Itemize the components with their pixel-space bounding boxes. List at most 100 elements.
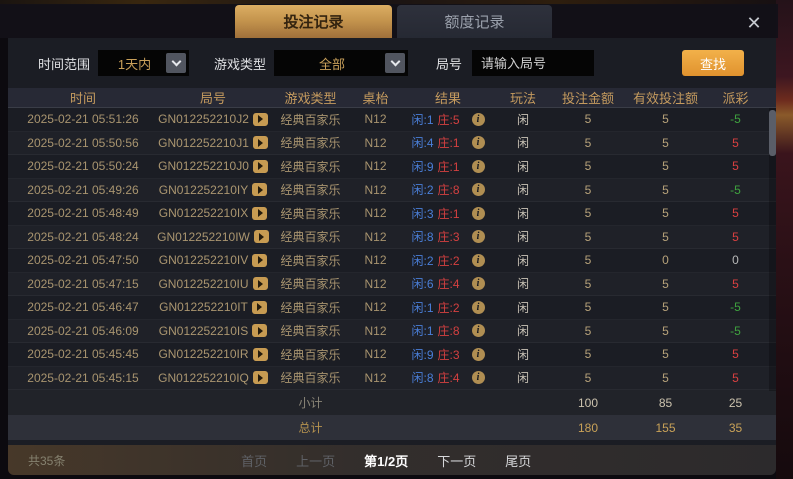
round-number: GN012252210IQ	[158, 370, 249, 385]
replay-video-icon[interactable]	[253, 230, 269, 244]
replay-video-icon[interactable]	[252, 183, 268, 197]
pager-current[interactable]: 第1/2页	[364, 453, 409, 469]
row-table: N12	[364, 229, 387, 244]
row-bet-amount: 5	[584, 229, 592, 244]
row-time: 2025-02-21 05:50:24	[27, 159, 139, 174]
row-result: 闲:1 庄:8 i	[398, 320, 498, 343]
replay-video-icon[interactable]	[252, 324, 268, 338]
result-player-score: 闲:9	[411, 347, 434, 362]
table-row: 2025-02-21 05:49:26 GN012252210IY 经典百家乐 …	[8, 179, 776, 202]
time-range-label: 时间范围	[38, 56, 91, 72]
info-icon[interactable]: i	[471, 112, 485, 126]
row-result: 闲:2 庄:8 i	[398, 179, 498, 202]
scrollbar-thumb[interactable]	[769, 110, 776, 156]
row-play-type: 闲	[516, 112, 529, 127]
pager-last[interactable]: 尾页	[505, 453, 532, 469]
result-banker-score: 庄:1	[437, 159, 460, 174]
row-time: 2025-02-21 05:45:45	[27, 347, 139, 362]
payout-value: 5	[732, 229, 739, 244]
result-player-score: 闲:2	[411, 183, 434, 198]
row-round: GN012252210J1	[158, 132, 268, 155]
table-row: 2025-02-21 05:46:47 GN012252210IT 经典百家乐 …	[8, 296, 776, 320]
search-button[interactable]: 查找	[682, 50, 744, 76]
round-number: GN012252210IT	[159, 300, 248, 315]
replay-video-icon[interactable]	[252, 277, 268, 291]
payout-value: -5	[730, 112, 741, 127]
result-player-score: 闲:4	[411, 136, 434, 151]
scrollbar-track[interactable]	[769, 108, 776, 391]
header-game-type: 游戏类型	[284, 91, 337, 106]
replay-video-icon[interactable]	[252, 159, 268, 173]
row-result: 闲:3 庄:1 i	[398, 202, 498, 225]
info-icon[interactable]: i	[471, 253, 485, 267]
row-round: GN012252210IT	[158, 296, 268, 319]
tab-bet-records[interactable]: 投注记录	[235, 5, 392, 38]
row-table: N12	[364, 159, 387, 174]
row-valid-bet: 5	[662, 182, 669, 197]
row-table: N12	[364, 182, 387, 197]
payout-value: 5	[732, 347, 739, 362]
row-play-type: 闲	[516, 183, 529, 198]
chevron-down-icon[interactable]	[385, 53, 406, 73]
replay-video-icon[interactable]	[252, 206, 268, 220]
result-banker-score: 庄:4	[437, 277, 460, 292]
record-count: 共35条	[28, 453, 66, 468]
info-icon[interactable]: i	[471, 136, 485, 150]
replay-video-icon[interactable]	[252, 371, 268, 385]
row-result: 闲:8 庄:4 i	[398, 367, 498, 390]
row-valid-bet: 5	[662, 276, 669, 291]
row-game-type: 经典百家乐	[280, 324, 341, 339]
pager-next[interactable]: 下一页	[437, 453, 477, 469]
replay-video-icon[interactable]	[252, 253, 268, 267]
game-type-value: 全部	[319, 56, 346, 72]
replay-video-icon[interactable]	[252, 136, 268, 150]
row-game-type: 经典百家乐	[280, 347, 341, 362]
row-play-type: 闲	[516, 300, 529, 315]
header-payout: 派彩	[722, 91, 749, 106]
info-icon[interactable]: i	[471, 347, 485, 361]
row-time: 2025-02-21 05:50:56	[27, 135, 139, 150]
row-round: GN012252210IQ	[158, 367, 268, 390]
row-result: 闲:2 庄:2 i	[398, 249, 498, 272]
info-icon[interactable]: i	[471, 230, 485, 244]
tab-quota-records[interactable]: 额度记录	[397, 5, 552, 38]
info-icon[interactable]: i	[471, 159, 485, 173]
filter-bar: 时间范围 1天内 游戏类型 全部 局号 查找	[8, 38, 776, 88]
chevron-down-icon[interactable]	[166, 53, 187, 73]
payout-value: 5	[732, 276, 739, 291]
info-icon[interactable]: i	[471, 277, 485, 291]
replay-video-icon[interactable]	[252, 347, 268, 361]
row-time: 2025-02-21 05:45:15	[27, 370, 139, 385]
row-bet-amount: 5	[584, 276, 592, 291]
tab-bar: 投注记录 额度记录	[235, 5, 552, 38]
row-result: 闲:6 庄:4 i	[398, 273, 498, 296]
game-type-select[interactable]: 全部	[274, 50, 409, 76]
row-table: N12	[364, 276, 387, 291]
replay-video-icon[interactable]	[252, 112, 268, 126]
close-icon[interactable]: ✕	[746, 13, 762, 33]
info-icon[interactable]: i	[471, 206, 485, 220]
round-number: GN012252210IV	[158, 253, 249, 268]
row-bet-amount: 5	[584, 253, 592, 268]
time-range-select[interactable]: 1天内	[98, 50, 190, 76]
subtotal-label: 小计	[298, 396, 323, 410]
row-bet-amount: 5	[584, 135, 592, 150]
table-body: 2025-02-21 05:51:26 GN012252210J2 经典百家乐 …	[8, 108, 776, 390]
row-bet-amount: 5	[584, 112, 592, 127]
info-icon[interactable]: i	[471, 183, 485, 197]
row-game-type: 经典百家乐	[280, 112, 341, 127]
bet-records-panel: 时间范围 1天内 游戏类型 全部 局号 查找 时间 局号 游戏类型 桌枱 结果 …	[8, 38, 776, 445]
result-player-score: 闲:6	[411, 277, 434, 292]
result-banker-score: 庄:3	[437, 347, 460, 362]
row-valid-bet: 5	[662, 323, 669, 338]
info-icon[interactable]: i	[471, 300, 485, 314]
row-table: N12	[364, 253, 387, 268]
round-number-input[interactable]	[472, 50, 595, 76]
row-play-type: 闲	[516, 371, 529, 386]
info-icon[interactable]: i	[471, 371, 485, 385]
row-game-type: 经典百家乐	[280, 277, 341, 292]
pager-prev: 上一页	[296, 453, 336, 469]
row-round: GN012252210IR	[158, 343, 268, 366]
info-icon[interactable]: i	[471, 324, 485, 338]
replay-video-icon[interactable]	[251, 300, 267, 314]
